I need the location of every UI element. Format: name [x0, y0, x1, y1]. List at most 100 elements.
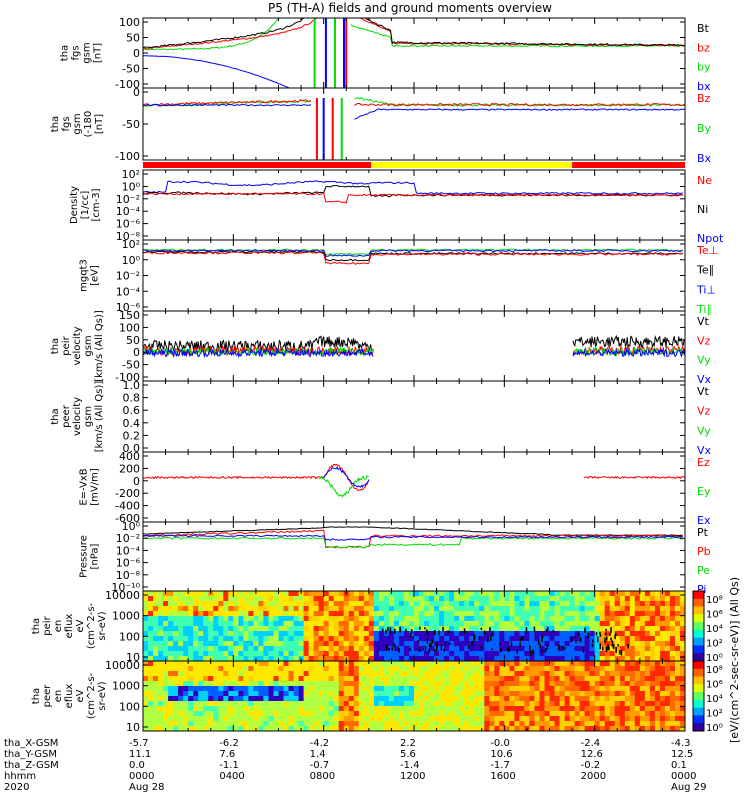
- spectrogram-cell: [318, 596, 325, 602]
- spectrogram-cell: [288, 656, 295, 661]
- spectrogram-cell: [659, 721, 666, 727]
- spectrogram-cell: [238, 661, 244, 667]
- spectrogram-cell: [424, 696, 430, 702]
- spectrogram-cell: [303, 726, 310, 731]
- spectrogram-cell: [624, 631, 631, 637]
- spectrogram-cell: [419, 591, 425, 597]
- spectrogram-cell: [393, 621, 400, 627]
- spectrogram-cell: [303, 641, 310, 647]
- spectrogram-cell: [549, 726, 556, 731]
- spectrogram-cell: [383, 591, 390, 597]
- spectrogram-cell: [188, 706, 194, 712]
- spectrogram-cell: [158, 641, 164, 647]
- spectrogram-cell: [393, 611, 400, 617]
- spectrogram-cell: [519, 701, 525, 707]
- spectrogram-cell: [348, 726, 355, 731]
- y-axis-label-line: tha: [31, 688, 42, 704]
- pt-trace: [143, 526, 683, 537]
- legend-entry: Ni: [697, 203, 708, 216]
- y-tick-label: 10⁻⁸: [116, 569, 141, 582]
- spectrogram-cell: [499, 611, 505, 617]
- spectrogram-cell: [258, 596, 264, 602]
- spectrogram-cell: [288, 641, 295, 647]
- spectrogram-cell: [629, 681, 636, 687]
- spectrogram-cell: [514, 626, 520, 632]
- spectrogram-cell: [253, 646, 259, 652]
- spectrogram-cell: [524, 596, 530, 602]
- colorbar-tick-label: 10²: [706, 709, 723, 720]
- spectrogram-cell: [614, 596, 621, 602]
- y-tick-label: 1.0: [123, 379, 141, 392]
- spectrogram-cell: [449, 706, 455, 712]
- spectrogram-cell: [669, 606, 676, 612]
- spectrogram-cell: [198, 716, 204, 722]
- spectrogram-cell: [353, 626, 360, 632]
- y-axis-label-line: gsm: [83, 335, 94, 356]
- spectrogram-cell: [664, 651, 671, 657]
- spectrogram-cell: [213, 601, 219, 607]
- spectrogram-cell: [238, 681, 244, 687]
- spectrogram-cell: [634, 691, 641, 697]
- spectrogram-cell: [634, 726, 641, 731]
- spectrogram-cell: [654, 591, 661, 597]
- spectrogram-cell: [198, 671, 204, 677]
- spectrogram-cell: [539, 701, 546, 707]
- spectrogram-cell: [248, 691, 254, 697]
- spectrogram-cell: [599, 721, 606, 727]
- spectrogram-cell: [393, 721, 400, 727]
- spectrogram-cell: [604, 611, 611, 617]
- fill-value-mark: [418, 646, 421, 652]
- legend-entry: Vy: [697, 354, 711, 367]
- spectrogram-cell: [604, 716, 611, 722]
- spectrogram-cell: [278, 591, 285, 597]
- spectrogram-cell: [649, 631, 656, 637]
- spectrogram-cell: [619, 661, 626, 667]
- pb-trace: [143, 529, 683, 549]
- spectrogram-cell: [669, 596, 676, 602]
- spectrogram-cell: [549, 661, 556, 667]
- spectrogram-cell: [198, 691, 204, 697]
- spectrogram-cell: [514, 671, 520, 677]
- spectrogram-cell: [278, 656, 285, 661]
- x-axis-row-label: hhmm: [4, 771, 36, 782]
- spectrogram-cell: [273, 596, 280, 602]
- y-axis-label-line: peir: [42, 615, 53, 635]
- spectrogram-cell: [233, 611, 239, 617]
- spectrogram-cell: [318, 691, 325, 697]
- spectrogram-cell: [193, 686, 199, 692]
- spectrogram-cell: [614, 641, 621, 647]
- spectrogram-cell: [474, 661, 480, 667]
- spectrogram-cell: [464, 701, 470, 707]
- spectrogram-cell: [644, 686, 651, 692]
- spectrogram-cell: [373, 591, 380, 597]
- spectrogram-cell: [398, 656, 405, 661]
- spectrogram-cell: [328, 661, 335, 667]
- spectrogram-cell: [594, 711, 601, 717]
- spectrogram-cell: [654, 636, 661, 642]
- spectrogram-cell: [233, 721, 239, 727]
- spectrogram-cell: [519, 646, 525, 652]
- spectrogram-cell: [634, 721, 641, 727]
- spectrogram-cell: [494, 641, 500, 647]
- spectrogram-cell: [168, 591, 174, 597]
- spectrogram-cell: [328, 631, 335, 637]
- spectrogram-cell: [368, 641, 375, 647]
- spectrogram-cell: [163, 691, 169, 697]
- npot-trace: [143, 180, 683, 195]
- spectrogram-cell: [499, 621, 505, 627]
- spectrogram-cell: [283, 641, 290, 647]
- spectrogram-cell: [504, 646, 510, 652]
- spectrogram-cell: [248, 711, 254, 717]
- spectrogram-cell: [268, 726, 275, 731]
- spectrogram-cell: [559, 706, 566, 712]
- spectrogram-cell: [469, 681, 475, 687]
- spectrogram-cell: [504, 706, 510, 712]
- spectrogram-cell: [158, 661, 164, 667]
- fill-value-mark: [608, 646, 610, 651]
- spectrogram-cell: [348, 626, 355, 632]
- spectrogram-cell: [459, 656, 465, 661]
- spectrogram-cell: [479, 631, 485, 637]
- spectrogram-cell: [163, 646, 169, 652]
- spectrogram-cell: [484, 716, 490, 722]
- spectrogram-cell: [584, 666, 591, 672]
